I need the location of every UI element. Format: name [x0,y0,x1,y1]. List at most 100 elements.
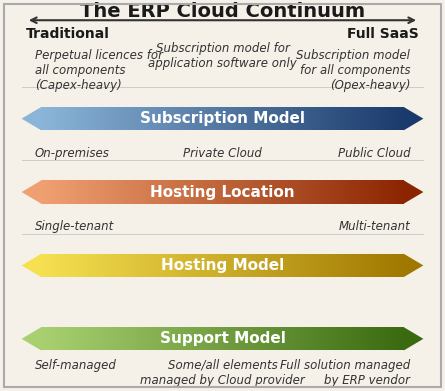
Bar [184,254,186,277]
Bar [182,107,184,130]
Bar [130,107,132,130]
Bar [201,327,202,350]
Bar [172,327,174,350]
Bar [117,107,119,130]
Bar [253,254,255,277]
Bar [138,327,139,350]
Bar [389,180,391,204]
Bar [393,180,395,204]
Bar [300,254,302,277]
Bar [219,180,221,204]
Bar [396,327,398,350]
Bar [290,327,291,350]
Bar [99,327,101,350]
Bar [346,180,348,204]
Bar [87,254,89,277]
Bar [47,327,49,350]
Bar [67,107,69,130]
Bar [322,254,324,277]
Bar [195,327,197,350]
Bar [353,254,355,277]
Text: Single-tenant: Single-tenant [35,221,114,233]
Bar [391,180,393,204]
Bar [101,180,103,204]
Bar [288,254,290,277]
Bar [319,180,320,204]
Bar [76,180,77,204]
Bar [288,327,290,350]
Bar [61,180,63,204]
Bar [215,180,217,204]
Bar [384,180,386,204]
Text: Hosting Model: Hosting Model [161,258,284,273]
Bar [155,180,157,204]
Bar [152,107,154,130]
Bar [116,254,117,277]
Bar [141,327,143,350]
Bar [97,327,99,350]
Bar [138,107,139,130]
Bar [165,180,166,204]
Bar [388,107,389,130]
Bar [123,327,125,350]
Bar [175,180,177,204]
Bar [188,107,190,130]
Text: Subscription Model: Subscription Model [140,111,305,126]
Bar [358,254,360,277]
Bar [393,254,395,277]
Bar [300,107,302,130]
Bar [146,327,148,350]
Bar [221,254,222,277]
Bar [248,107,250,130]
Bar [161,254,163,277]
Bar [101,107,103,130]
Bar [217,180,219,204]
Bar [398,180,400,204]
Bar [128,107,130,130]
Bar [402,327,404,350]
Bar [221,107,222,130]
Bar [174,180,175,204]
Bar [248,180,250,204]
Bar [184,327,186,350]
Bar [270,180,271,204]
Bar [72,180,74,204]
Bar [197,180,199,204]
Bar [41,180,43,204]
Bar [376,254,378,277]
Bar [320,180,322,204]
Bar [342,107,344,130]
Bar [317,327,319,350]
Bar [224,254,226,277]
Bar [355,254,356,277]
Bar [261,180,263,204]
Bar [105,327,106,350]
Bar [373,180,375,204]
Bar [230,107,231,130]
Bar [89,254,90,277]
Bar [395,180,396,204]
Bar [312,254,313,277]
Bar [81,180,83,204]
Bar [201,180,202,204]
Polygon shape [404,180,423,204]
Bar [170,180,172,204]
Bar [335,180,337,204]
Bar [159,107,161,130]
Bar [89,180,90,204]
Bar [261,107,263,130]
Bar [72,254,74,277]
Bar [335,107,337,130]
Bar [172,107,174,130]
Bar [293,327,295,350]
Bar [145,254,146,277]
Bar [368,327,369,350]
Bar [382,180,384,204]
Bar [67,180,69,204]
Bar [208,254,210,277]
Bar [72,327,74,350]
Bar [268,107,270,130]
Bar [123,107,125,130]
Bar [49,254,50,277]
Bar [366,327,368,350]
